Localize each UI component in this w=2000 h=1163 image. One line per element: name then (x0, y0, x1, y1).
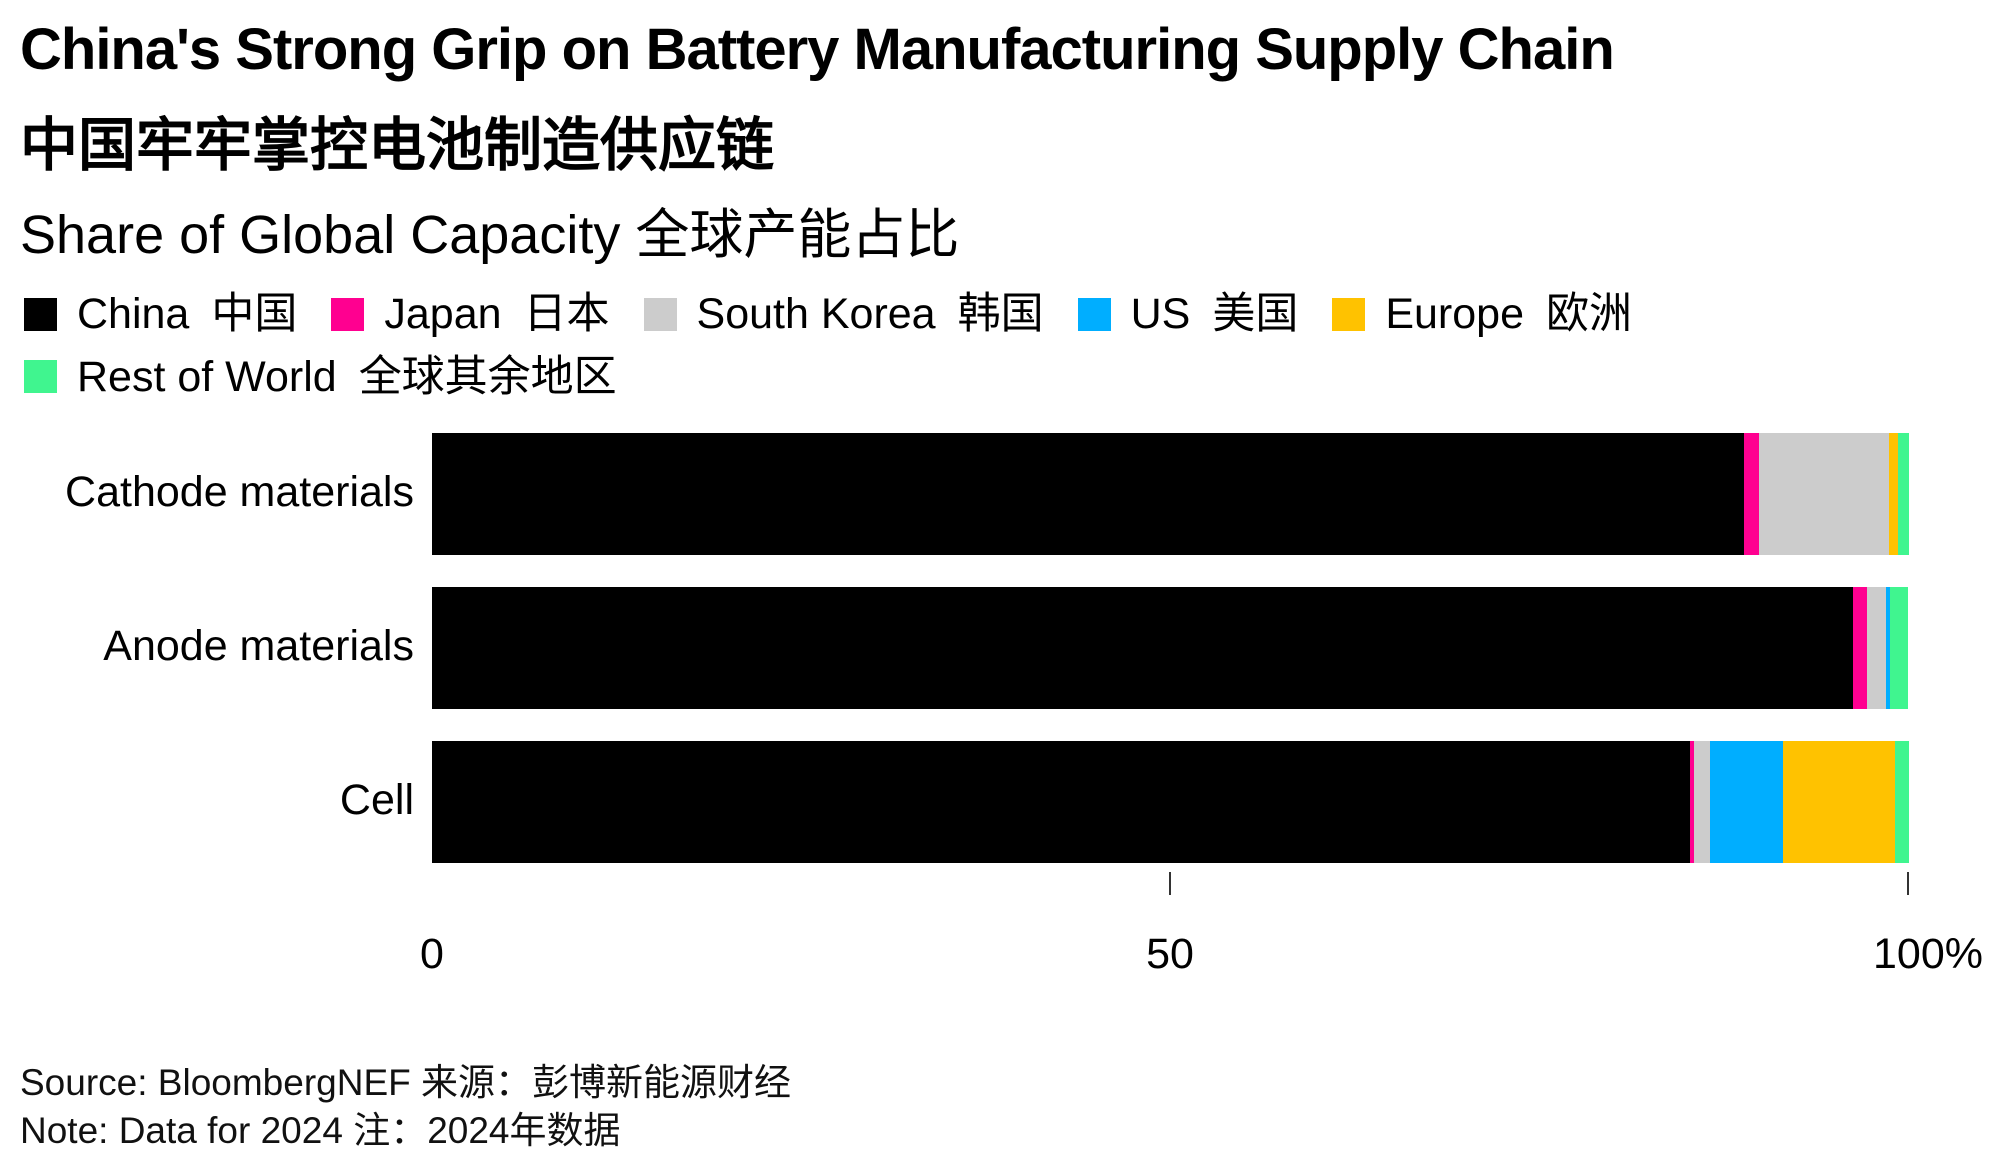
legend-label: Japan (384, 290, 502, 338)
x-tick-label: 50 (1146, 930, 1194, 978)
bar-segment-us (1885, 587, 1891, 709)
bar-segment-south-korea (1758, 433, 1889, 555)
legend-swatch (643, 297, 677, 331)
bar-segment-europe (1782, 741, 1895, 863)
legend-item: South Korea 韩国 (643, 284, 1044, 344)
legend-label: US (1130, 290, 1191, 338)
legend: China 中国 Japan 日本 South Korea 韩国 US 美国 Europe 欧洲 R… (24, 284, 1924, 409)
bar-segment-south-korea (1693, 741, 1711, 863)
legend-item: Japan 日本 (331, 284, 610, 344)
x-tick-label: 0 (420, 930, 444, 978)
legend-label-zh: 欧洲 (1546, 290, 1632, 338)
bar-segment-us (1710, 741, 1783, 863)
legend-swatch (331, 297, 365, 331)
legend-swatch (24, 297, 57, 331)
legend-swatch (1077, 297, 1111, 331)
category-label: Cell (339, 776, 414, 824)
legend-label-zh: 中国 (211, 290, 298, 338)
bar-segment-china (432, 587, 1854, 709)
category-label: Anode materials (103, 622, 414, 670)
chart-title: China's Strong Grip on Battery Manufactu… (20, 17, 1615, 82)
chart-subtitle: Share of Global Capacity 全球产能占比 (20, 205, 960, 265)
legend-label-zh: 韩国 (957, 290, 1044, 338)
legend-swatch (1332, 297, 1366, 331)
legend-label: China (77, 290, 190, 338)
legend-swatch (24, 360, 57, 393)
bar-segment-rest-of-world (1897, 433, 1910, 555)
legend-label-zh: 全球其余地区 (358, 352, 617, 401)
x-tick (1169, 872, 1171, 895)
bar-segment-rest-of-world (1890, 587, 1908, 709)
bar-segment-china (432, 433, 1745, 555)
category-label: Cathode materials (65, 468, 414, 516)
legend-item: China 中国 (24, 284, 297, 344)
x-tick (1907, 872, 1909, 895)
legend-label: Europe (1385, 290, 1524, 338)
legend-label-zh: 美国 (1212, 290, 1299, 338)
legend-label-zh: 日本 (523, 290, 610, 338)
bar-segment-japan (1853, 587, 1867, 709)
legend-item: Rest of World 全球其余地区 (24, 347, 617, 407)
legend-label: South Korea (696, 290, 936, 338)
bar-segment-europe (1888, 433, 1898, 555)
data-note: Note: Data for 2024 注：2024年数据 (20, 1110, 621, 1151)
legend-item: US 美国 (1077, 284, 1299, 344)
source-note: Source: BloombergNEF 来源：彭博新能源财经 (20, 1062, 792, 1103)
bar-segment-china (432, 741, 1690, 863)
chart-title-zh: 中国牢牢掌控电池制造供应链 (20, 111, 775, 179)
bar-segment-japan (1689, 741, 1694, 863)
legend-label: Rest of World (77, 352, 337, 401)
bar-segment-south-korea (1866, 587, 1886, 709)
bar-segment-rest-of-world (1894, 741, 1910, 863)
legend-item: Europe 欧洲 (1332, 284, 1632, 344)
bar-segment-japan (1744, 433, 1759, 555)
x-tick-label: 100% (1873, 930, 1983, 978)
